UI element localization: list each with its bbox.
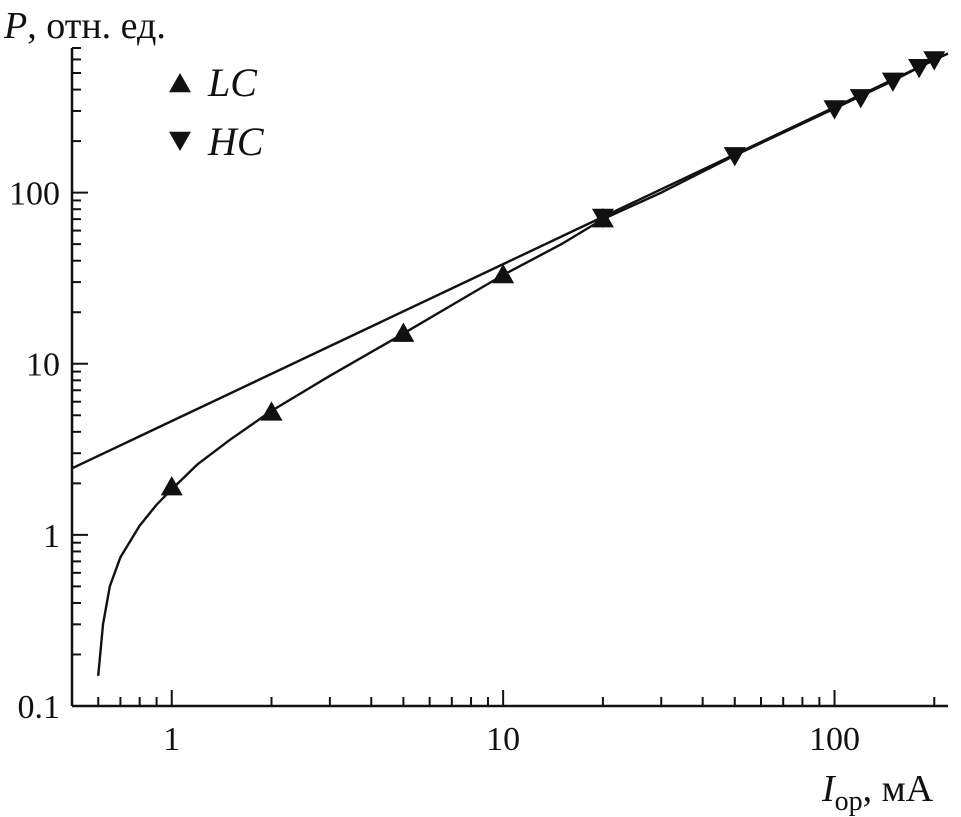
legend: LC HC: [169, 60, 265, 164]
marker-hc: [923, 51, 946, 71]
ticks: [71, 47, 936, 707]
legend-lc-label: LC: [207, 60, 258, 105]
x-tick-label: 10: [486, 721, 520, 758]
x-tick-label: 100: [809, 721, 860, 758]
tick-labels: 1 10 100 0.1 1 10 100: [9, 176, 860, 758]
markers: [160, 51, 946, 496]
x-tick-label: 1: [163, 721, 180, 758]
legend-item-lc: LC: [169, 60, 258, 105]
marker-hc: [823, 100, 846, 120]
fit-line-curve: [97, 58, 935, 677]
legend-hc-triangle-down-icon: [169, 131, 191, 151]
legend-item-hc: HC: [169, 119, 265, 164]
marker-hc: [881, 72, 904, 92]
fit-lines: [71, 52, 949, 677]
y-tick-label: 10: [26, 347, 60, 384]
marker-lc: [260, 401, 283, 421]
marker-hc: [591, 208, 614, 229]
marker-hc: [849, 89, 872, 109]
marker-hc: [723, 147, 746, 167]
legend-hc-label: HC: [207, 119, 265, 164]
marker-lc: [392, 322, 415, 342]
marker-lc: [160, 476, 183, 496]
axes: [70, 48, 948, 708]
y-axis-symbol: P: [3, 5, 27, 47]
x-axis-subscript: op: [835, 786, 863, 817]
x-axis-title: Iop, мА: [821, 768, 934, 817]
y-tick-label: 0.1: [18, 689, 61, 726]
y-tick-label: 100: [9, 176, 60, 213]
legend-lc-triangle-up-icon: [169, 73, 191, 93]
x-axis-symbol: I: [821, 768, 837, 810]
marker-hc: [908, 59, 931, 79]
x-axis-unit: , мА: [863, 768, 934, 810]
y-tick-label: 1: [43, 518, 60, 555]
y-axis-title: P, отн. ед.: [3, 5, 166, 47]
y-axis-unit: , отн. ед.: [27, 5, 166, 47]
marker-lc: [492, 264, 515, 284]
